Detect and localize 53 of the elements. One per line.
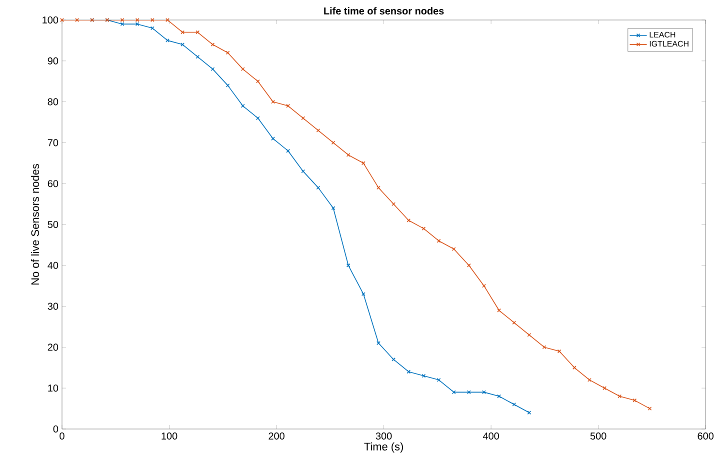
- point: [180, 42, 185, 46]
- y-tick-label: 70: [48, 139, 58, 146]
- point: [286, 104, 290, 108]
- point: [196, 54, 200, 59]
- point: [406, 218, 411, 222]
- chart-title: Life time of sensor nodes: [324, 7, 444, 14]
- point: [166, 18, 170, 22]
- x-tick-label: 400: [482, 432, 499, 440]
- point: [422, 374, 426, 378]
- y-tick-label: 100: [42, 16, 58, 24]
- point: [256, 116, 260, 120]
- y-tick-label: 60: [48, 180, 58, 188]
- point: [226, 50, 230, 55]
- point: [497, 308, 502, 312]
- point: [512, 320, 516, 325]
- y-tick-label: 30: [48, 302, 58, 310]
- point: [361, 292, 366, 296]
- point: [392, 202, 396, 206]
- point: [572, 366, 576, 370]
- point: [542, 345, 546, 350]
- x-tick-label: 600: [698, 432, 714, 440]
- x-tick-label: 300: [376, 432, 392, 440]
- point: [632, 398, 637, 402]
- point: [346, 263, 350, 268]
- y-tick-label: 80: [48, 98, 58, 106]
- y-tick-label: 10: [48, 384, 58, 392]
- point: [316, 186, 320, 190]
- point: [135, 22, 140, 26]
- point: [466, 263, 471, 268]
- y-tick-label: 20: [48, 344, 58, 351]
- y-tick-label: 50: [48, 220, 58, 228]
- point: [588, 378, 592, 382]
- y-tick-label: 0: [53, 425, 58, 433]
- point: [75, 18, 80, 22]
- point: [286, 148, 290, 153]
- x-tick-label: 100: [162, 432, 178, 440]
- x-tick-label: 500: [590, 432, 606, 440]
- y-tick-label: 90: [48, 57, 58, 64]
- point: [392, 358, 396, 362]
- point: [557, 349, 562, 354]
- y-axis-title: No of live Sensors nodes: [30, 164, 40, 285]
- point: [602, 386, 607, 390]
- x-axis-title: Time (s): [364, 442, 403, 453]
- y-tick-label: 40: [48, 262, 58, 269]
- point: [301, 116, 306, 120]
- point: [166, 38, 170, 42]
- x-tick-label: 200: [268, 432, 284, 440]
- point: [452, 390, 456, 394]
- x-tick-label: 0: [60, 432, 64, 440]
- point: [301, 169, 306, 174]
- point: [361, 161, 366, 166]
- point: [331, 140, 336, 145]
- point: [240, 104, 245, 108]
